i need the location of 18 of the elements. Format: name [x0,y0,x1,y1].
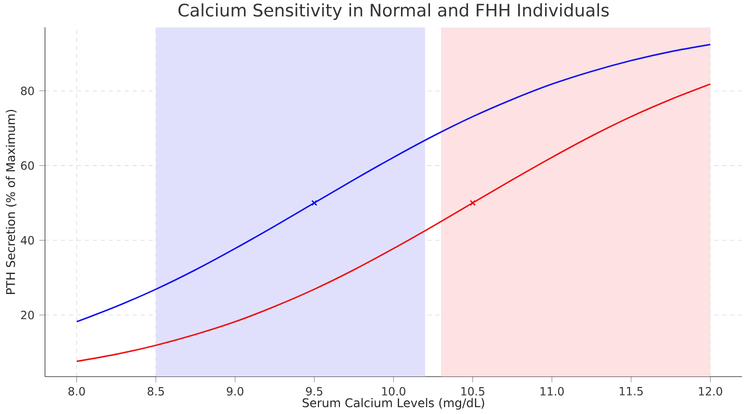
line-series [76,44,712,322]
x-tick-label: 9.0 [226,387,244,396]
x-tick-label: 11.5 [620,387,643,396]
x-tick-label: 12.0 [699,387,722,396]
x-tick-label: 8.5 [148,387,164,396]
x-tick-label: 11.0 [540,387,564,396]
x-tick-label: 9.5 [306,387,322,396]
line-series [76,83,712,362]
y-axis-title: PTH Secretion (% of Maximum) [6,110,16,294]
x-axis-title: Serum Calcium Levels (mg/dL) [302,398,484,410]
x-tick-label: 10.5 [461,387,484,396]
y-tick-label: 40 [20,236,34,245]
chart-title: Calcium Sensitivity in Normal and FHH Individuals [178,3,609,20]
y-tick-label: 20 [21,310,34,320]
y-tick-label: 80 [21,86,34,96]
x-tick-label: 10.0 [382,387,406,396]
y-tick-label: 60 [21,161,34,170]
x-tick-label: 8.0 [68,387,85,396]
